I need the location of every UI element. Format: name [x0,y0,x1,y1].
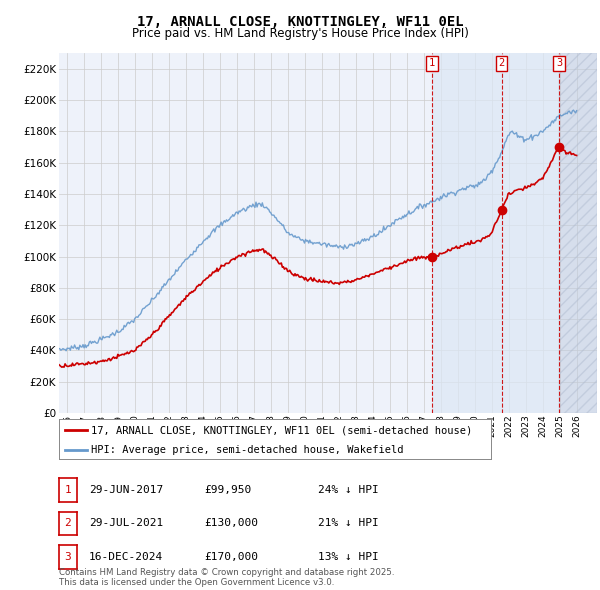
Text: 29-JUN-2017: 29-JUN-2017 [89,485,163,494]
Text: Contains HM Land Registry data © Crown copyright and database right 2025.
This d: Contains HM Land Registry data © Crown c… [59,568,394,587]
Text: £170,000: £170,000 [204,552,258,562]
Text: 13% ↓ HPI: 13% ↓ HPI [318,552,379,562]
Text: 2: 2 [499,58,505,68]
Text: 2: 2 [64,519,71,528]
Text: £130,000: £130,000 [204,519,258,528]
Text: 16-DEC-2024: 16-DEC-2024 [89,552,163,562]
Bar [559,53,597,413]
Text: 1: 1 [64,485,71,494]
Text: 3: 3 [556,58,562,68]
Text: 3: 3 [64,552,71,562]
Text: 29-JUL-2021: 29-JUL-2021 [89,519,163,528]
Text: 1: 1 [429,58,435,68]
Text: 17, ARNALL CLOSE, KNOTTINGLEY, WF11 0EL: 17, ARNALL CLOSE, KNOTTINGLEY, WF11 0EL [137,15,463,29]
Text: Price paid vs. HM Land Registry's House Price Index (HPI): Price paid vs. HM Land Registry's House … [131,27,469,40]
Text: £99,950: £99,950 [204,485,251,494]
Bar [432,53,559,413]
Text: 21% ↓ HPI: 21% ↓ HPI [318,519,379,528]
Text: 24% ↓ HPI: 24% ↓ HPI [318,485,379,494]
Text: 17, ARNALL CLOSE, KNOTTINGLEY, WF11 0EL (semi-detached house): 17, ARNALL CLOSE, KNOTTINGLEY, WF11 0EL … [91,425,472,435]
Text: HPI: Average price, semi-detached house, Wakefield: HPI: Average price, semi-detached house,… [91,445,404,455]
